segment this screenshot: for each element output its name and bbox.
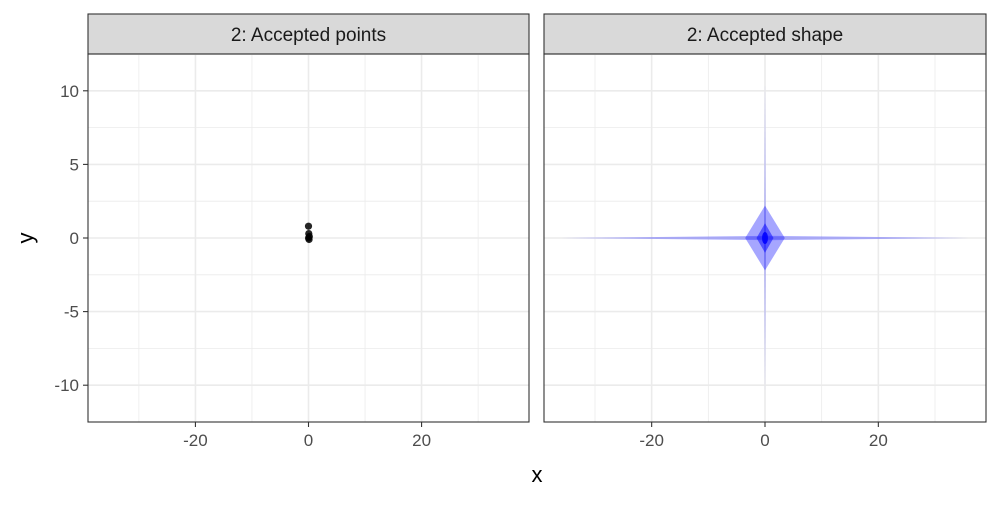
x-tick-label: -20	[639, 431, 664, 450]
x-axis-title: x	[532, 462, 543, 487]
strip-label-2: 2: Accepted shape	[687, 25, 843, 46]
panel-accepted-points: 2: Accepted points -20 0 20 10 5 0 -5 -10	[54, 13, 530, 450]
x-axis-1: -20 0 20	[183, 422, 431, 450]
y-tick-label: -5	[64, 303, 79, 322]
y-axis-1: 10 5 0 -5 -10	[54, 82, 88, 395]
y-tick-label: 0	[70, 229, 79, 248]
x-axis-2: -20 0 20	[639, 422, 888, 450]
x-tick-label: 20	[869, 431, 888, 450]
y-tick-label: 10	[60, 82, 79, 101]
panel-accepted-shape: 2: Accepted shape -20 0 20	[543, 13, 987, 450]
x-tick-label: 20	[412, 431, 431, 450]
x-tick-label: -20	[183, 431, 208, 450]
data-point	[304, 234, 313, 242]
strip-bg-1	[87, 13, 530, 55]
y-axis-title: y	[13, 233, 38, 244]
marks-2	[561, 83, 969, 393]
data-point	[304, 222, 313, 230]
x-tick-label: 0	[304, 431, 313, 450]
x-tick-label: 0	[760, 431, 769, 450]
marks-1	[304, 222, 313, 244]
y-tick-label: 5	[70, 155, 79, 174]
shape-center-core	[762, 232, 768, 244]
grid-2	[544, 54, 986, 422]
strip-label-1: 2: Accepted points	[231, 25, 386, 46]
y-tick-label: -10	[54, 376, 79, 395]
